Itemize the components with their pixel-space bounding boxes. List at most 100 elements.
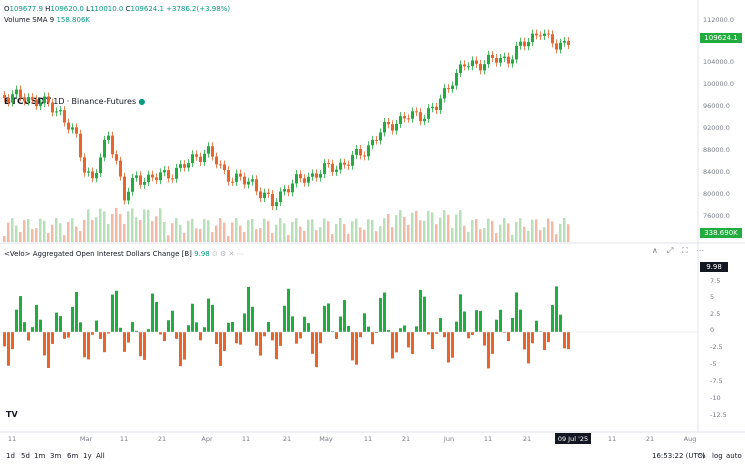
candle-body: [539, 35, 542, 37]
oi-bar: [539, 331, 542, 332]
timeframe-button-1y[interactable]: 1y: [83, 452, 92, 460]
oi-bar: [223, 332, 226, 351]
oi-bar: [167, 320, 170, 332]
candle-body: [319, 173, 322, 178]
volume-bar: [335, 223, 338, 242]
candle-body: [275, 202, 278, 207]
time-tick: 21: [402, 435, 410, 443]
oi-bar: [487, 332, 490, 369]
volume-bar: [59, 223, 62, 242]
candle-body: [123, 176, 126, 201]
oi-bar: [75, 291, 78, 332]
volume-bar: [63, 234, 66, 242]
timeframe-button-5d[interactable]: 5d: [21, 452, 30, 460]
volume-bar: [43, 220, 46, 242]
close-value: 109624.1: [130, 5, 164, 13]
oi-bar: [471, 332, 474, 336]
oi-bar: [111, 294, 114, 332]
volume-legend[interactable]: Volume SMA 9 158.806K: [4, 16, 90, 25]
volume-bar: [407, 224, 410, 242]
oi-bar: [47, 332, 50, 368]
candle-body: [307, 176, 310, 183]
volume-bar: [395, 215, 398, 242]
candle-body: [343, 162, 346, 165]
volume-bar: [419, 220, 422, 242]
candle-body: [231, 181, 234, 183]
volume-bar: [563, 218, 566, 242]
candle-body: [79, 133, 82, 158]
timeframe-button-6m[interactable]: 6m: [67, 452, 79, 460]
timeframe-button-3m[interactable]: 3m: [50, 452, 62, 460]
candle-body: [403, 116, 406, 119]
volume-bar: [387, 214, 390, 242]
volume-bar: [235, 218, 238, 242]
candle-body: [527, 41, 530, 47]
time-tick: 21: [158, 435, 166, 443]
oi-bar: [251, 306, 254, 332]
pane-collapse-icon[interactable]: ∧: [652, 246, 658, 255]
oi-bar: [371, 332, 374, 345]
indicator-legend-icons: ⊙ ⚙ ✕ ⋯: [211, 250, 244, 258]
pane-more-icon[interactable]: ⋯: [696, 246, 704, 255]
oi-bar: [315, 332, 318, 368]
candle-body: [327, 163, 330, 165]
timeframe-button-1d[interactable]: 1d: [6, 452, 15, 460]
volume-bar: [67, 221, 70, 242]
candle-body: [391, 124, 394, 131]
oi-bar: [403, 325, 406, 332]
candle-body: [375, 139, 378, 141]
candle-body: [503, 56, 506, 59]
pane-expand-icon[interactable]: ⤢: [667, 246, 674, 255]
symbol-legend[interactable]: BTCUSDT 1D · Binance-Futures ●: [4, 97, 145, 107]
candle-body: [379, 132, 382, 141]
oi-bar: [559, 314, 562, 332]
volume-bar: [223, 222, 226, 242]
volume-bar: [55, 218, 58, 242]
oi-bar: [43, 332, 46, 356]
volume-bar: [131, 208, 134, 242]
volume-legend-value: 158.806K: [56, 16, 90, 24]
candle-body: [411, 111, 414, 119]
volume-bar: [3, 236, 6, 242]
volume-bar: [23, 220, 26, 242]
pane-maximize-icon[interactable]: ⛶: [682, 246, 688, 255]
timeframe-button-all[interactable]: All: [96, 452, 105, 460]
oi-bar: [507, 332, 510, 342]
candle-body: [427, 108, 430, 119]
oi-bar: [243, 313, 246, 332]
candle-body: [487, 54, 490, 65]
oi-bar: [119, 327, 122, 332]
time-tick: Aug: [684, 435, 697, 443]
volume-bar: [547, 218, 550, 242]
oi-bar: [171, 310, 174, 332]
volume-bar: [71, 218, 74, 242]
indicator-legend[interactable]: <Velo> Aggregated Open Interest Dollars …: [4, 250, 244, 259]
oi-bar: [59, 316, 62, 332]
auto-toggle[interactable]: auto: [726, 452, 742, 460]
percent-toggle[interactable]: %: [699, 452, 706, 460]
oi-bar: [195, 322, 198, 332]
chart-canvas[interactable]: 112000.0108000.0104000.0100000.096000.09…: [0, 0, 745, 446]
oi-bar: [439, 318, 442, 332]
log-toggle[interactable]: log: [712, 452, 723, 460]
candle-body: [3, 95, 6, 98]
low-label: L: [86, 5, 90, 13]
volume-bar: [27, 219, 30, 242]
candle-body: [519, 41, 522, 46]
oi-bar: [323, 305, 326, 332]
volume-bar: [187, 220, 190, 242]
candle-body: [423, 118, 426, 122]
volume-bar: [275, 224, 278, 242]
oi-axis-ticks: 7.5 5 2.5 0 -2.5 -5 -7.5 -10 -12.5: [710, 277, 727, 419]
time-tick: 11: [242, 435, 250, 443]
oi-bar: [11, 332, 14, 350]
volume-bar: [555, 234, 558, 242]
clock-display[interactable]: 16:53:22 (UTC): [652, 452, 706, 460]
tradingview-logo[interactable]: TV: [6, 410, 18, 419]
oi-bar: [275, 332, 278, 360]
oi-bar: [499, 309, 502, 332]
candle-body: [27, 97, 30, 102]
timeframe-button-1m[interactable]: 1m: [34, 452, 46, 460]
oi-bar: [427, 332, 430, 335]
high-label: H: [45, 5, 51, 13]
